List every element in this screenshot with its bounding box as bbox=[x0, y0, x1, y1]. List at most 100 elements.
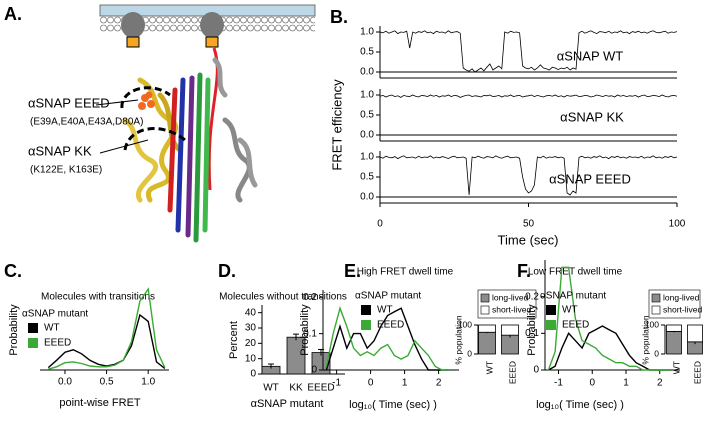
y-axis-label: % population bbox=[640, 315, 650, 364]
y-axis-label: Percent bbox=[228, 321, 240, 359]
bar bbox=[687, 324, 703, 343]
dye bbox=[126, 36, 140, 48]
y-tick-label: 0 bbox=[311, 365, 317, 376]
x-tick-label: 2 bbox=[436, 378, 442, 389]
legend-swatch bbox=[361, 320, 371, 330]
series-line bbox=[48, 287, 166, 370]
x-axis-label: point-wise FRET bbox=[59, 397, 141, 409]
chart-title: Low FRET dwell time bbox=[528, 267, 623, 278]
x-tick-label: 1 bbox=[402, 378, 408, 389]
highlight-kk bbox=[123, 127, 186, 151]
series-line bbox=[548, 325, 670, 371]
y-tick-label: 30 bbox=[245, 323, 257, 334]
legend-swatch bbox=[651, 293, 661, 303]
x-axis-label: log₁₀( Time (sec) ) bbox=[349, 399, 437, 411]
legend-label: EEED bbox=[562, 320, 589, 331]
x-axis-label: Time (sec) bbox=[498, 232, 559, 247]
x-tick-label: 1 bbox=[623, 378, 629, 389]
bar bbox=[501, 334, 519, 355]
x-tick-label: 0.0 bbox=[58, 377, 72, 388]
annotation: αSNAP KK bbox=[28, 143, 92, 158]
legend-title: αSNAP mutant bbox=[355, 291, 421, 302]
legend-title: αSNAP mutant bbox=[540, 291, 606, 302]
y-tick-label: 0 bbox=[654, 348, 659, 358]
x-tick-label: WT bbox=[671, 361, 681, 374]
y-tick-label: 0.0 bbox=[360, 130, 374, 141]
pointer bbox=[99, 139, 149, 154]
x-tick-label: 100 bbox=[669, 219, 686, 230]
y-tick-label: 1.0 bbox=[360, 152, 374, 163]
y-tick-label: 0.0 bbox=[360, 192, 374, 203]
y-axis-label: Probability bbox=[299, 304, 311, 356]
series-line bbox=[547, 266, 670, 371]
bar bbox=[666, 330, 682, 355]
x-tick-label: 2 bbox=[657, 378, 663, 389]
legend-swatch bbox=[546, 305, 556, 315]
y-tick-label: 100 bbox=[645, 319, 659, 329]
x-tick-label: 0 bbox=[377, 219, 383, 230]
y-tick-label: 0.1 bbox=[525, 328, 539, 339]
legend-swatch bbox=[28, 323, 38, 333]
x-tick-label: EEED bbox=[507, 361, 517, 384]
panel-a: A. αSNAP EEED (E39A,E40A,E43A,D80 bbox=[4, 4, 316, 243]
y-tick-label: 20 bbox=[245, 338, 257, 349]
y-tick-label: 100 bbox=[458, 319, 472, 329]
panel-label: E. bbox=[344, 261, 361, 281]
highlight-eeed bbox=[120, 86, 171, 109]
chart-title: Molecules with transitions bbox=[41, 292, 155, 303]
panel-label: F. bbox=[517, 261, 531, 281]
y-tick-label: 0.1 bbox=[303, 328, 317, 339]
structure bbox=[122, 57, 258, 243]
series-line bbox=[379, 155, 678, 196]
bar bbox=[478, 331, 496, 355]
y-tick-label: 0 bbox=[533, 365, 539, 376]
y-tick-label: 1.0 bbox=[360, 90, 374, 101]
series-line bbox=[325, 307, 449, 371]
linker bbox=[207, 47, 219, 191]
series-line bbox=[379, 94, 678, 98]
y-tick-label: 0.5 bbox=[360, 47, 374, 58]
x-tick-label: EEED bbox=[307, 383, 334, 394]
x-tick-label: 0 bbox=[368, 378, 374, 389]
y-tick-label: 0.5 bbox=[360, 110, 374, 121]
y-tick-label: 0.5 bbox=[360, 172, 374, 183]
panel-label: B. bbox=[330, 7, 348, 27]
series-line bbox=[379, 30, 678, 73]
y-tick-label: 0 bbox=[250, 369, 256, 380]
legend-swatch bbox=[28, 338, 38, 348]
legend-swatch bbox=[480, 305, 490, 315]
y-tick-label: 10 bbox=[245, 353, 257, 364]
series-line bbox=[47, 313, 166, 369]
legend-label: EEED bbox=[377, 320, 404, 331]
chart-title: High FRET dwell time bbox=[357, 267, 454, 278]
bar bbox=[666, 324, 682, 332]
y-axis-label: Probability bbox=[526, 304, 538, 356]
y-tick-label: 0.2 bbox=[303, 292, 317, 303]
x-tick-label: -1 bbox=[332, 378, 341, 389]
y-axis-label: Probability bbox=[8, 304, 20, 356]
series-label: αSNAP WT bbox=[557, 48, 624, 63]
legend-label: WT bbox=[562, 305, 578, 316]
y-tick-label: 0.2 bbox=[525, 291, 539, 302]
y-axis-label: FRET efficiency bbox=[329, 79, 344, 171]
y-tick-label: 0 bbox=[467, 348, 472, 358]
legend-swatch bbox=[651, 305, 661, 315]
protein-left bbox=[121, 12, 145, 38]
y-axis-label: % population bbox=[453, 315, 463, 364]
legend-swatch bbox=[480, 293, 490, 303]
bar bbox=[478, 324, 496, 333]
annotation: (K122E, K163E) bbox=[30, 165, 102, 176]
x-tick-label: 50 bbox=[523, 219, 535, 230]
legend-box bbox=[477, 289, 537, 319]
y-tick-label: 1.0 bbox=[360, 27, 374, 38]
dye bbox=[205, 36, 219, 48]
legend-label: long-lived bbox=[492, 292, 529, 302]
x-tick-label: 1.0 bbox=[141, 377, 155, 388]
panel-label: A. bbox=[4, 4, 22, 24]
legend-box bbox=[648, 289, 701, 319]
legend-label: short-lived bbox=[663, 304, 702, 314]
pointer bbox=[95, 99, 139, 106]
legend-label: WT bbox=[44, 323, 60, 334]
y-tick-label: 0.0 bbox=[360, 67, 374, 78]
